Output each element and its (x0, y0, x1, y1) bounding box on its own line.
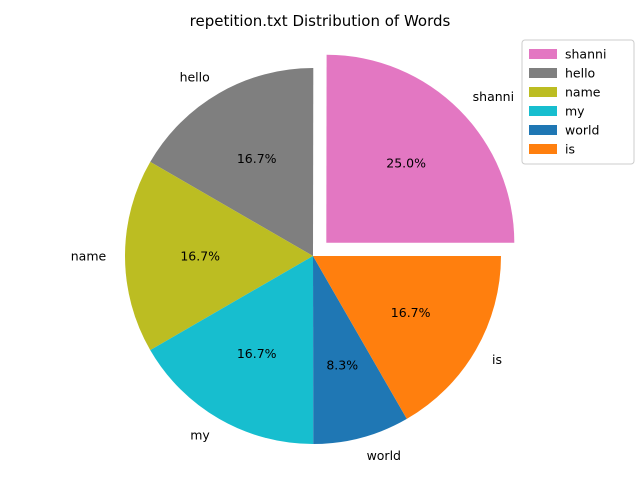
legend-label-hello: hello (565, 66, 595, 81)
slice-label-is: is (492, 352, 502, 367)
legend-swatch-shanni (529, 49, 557, 59)
legend-swatch-hello (529, 68, 557, 78)
legend: shanni hello name my world is (521, 39, 635, 165)
legend-label-world: world (565, 123, 599, 138)
legend-swatch-world (529, 125, 557, 135)
legend-label-name: name (565, 85, 601, 100)
legend-label-shanni: shanni (565, 47, 606, 62)
slice-percent-hello: 16.7% (237, 151, 277, 166)
pie-slice-hello (150, 67, 314, 256)
pie-slice-my (150, 256, 314, 444)
legend-swatch-my (529, 106, 557, 116)
slice-percent-world: 8.3% (326, 357, 358, 372)
slice-label-hello: hello (180, 69, 210, 84)
pie-slice-world (313, 256, 407, 444)
slice-percent-name: 16.7% (180, 249, 220, 264)
pie-slice-is (313, 256, 501, 419)
legend-swatch-is (529, 144, 557, 154)
legend-swatch-name (529, 87, 557, 97)
chart-title: repetition.txt Distribution of Words (190, 12, 451, 30)
legend-label-is: is (565, 142, 575, 157)
legend-label-my: my (565, 104, 585, 119)
slice-percent-my: 16.7% (237, 346, 277, 361)
slice-label-my: my (190, 428, 210, 443)
slice-label-name: name (71, 249, 107, 264)
slice-label-world: world (367, 448, 401, 463)
pie-slice-shanni (326, 54, 515, 243)
slice-percent-shanni: 25.0% (386, 156, 426, 171)
pie-slice-name (125, 161, 314, 351)
pie-slices: 25.0% shanni 16.7% hello 16.7% name 16.7% my 8.3… (71, 54, 515, 463)
slice-percent-is: 16.7% (391, 305, 431, 320)
slice-label-shanni: shanni (473, 89, 514, 104)
